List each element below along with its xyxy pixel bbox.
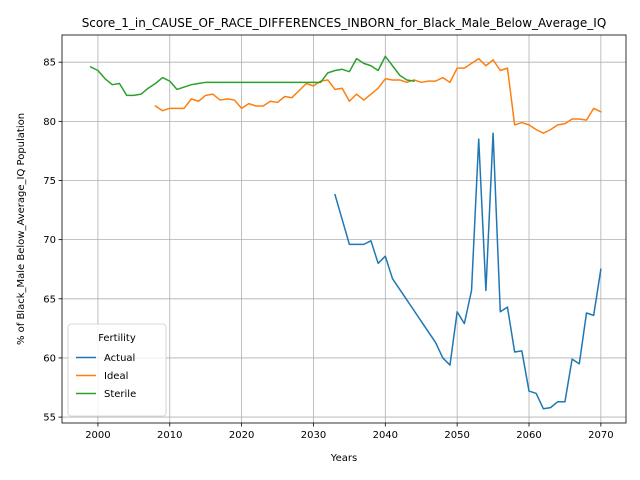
y-tick-label: 65 xyxy=(43,294,56,305)
y-tick-label: 70 xyxy=(43,235,56,246)
series-line-ideal xyxy=(154,57,602,134)
series-line-sterile xyxy=(89,55,415,97)
x-tick-label: 2060 xyxy=(516,430,541,441)
legend-label-actual: Actual xyxy=(104,353,135,364)
plot-frame xyxy=(61,34,627,424)
chart-title: Score_1_in_CAUSE_OF_RACE_DIFFERENCES_INB… xyxy=(82,16,607,30)
x-tick-label: 2070 xyxy=(588,430,613,441)
y-tick-label: 80 xyxy=(43,117,56,128)
series-line-actual xyxy=(334,132,602,410)
series-layer xyxy=(89,55,602,410)
legend-items: Actual Ideal Sterile xyxy=(76,353,136,400)
legend-label-ideal: Ideal xyxy=(104,371,128,382)
y-tick-label: 55 xyxy=(43,413,56,424)
legend-label-sterile: Sterile xyxy=(104,389,136,400)
legend-title: Fertility xyxy=(98,333,136,344)
y-tick-label: 60 xyxy=(43,353,56,364)
y-axis-label: % of Black_Male Below_Average_IQ Populat… xyxy=(16,113,27,345)
x-tick-label: 2020 xyxy=(229,430,254,441)
x-tick-label: 2030 xyxy=(301,430,326,441)
x-axis-label: Years xyxy=(330,453,357,464)
grid xyxy=(62,35,626,423)
x-tick-label: 2000 xyxy=(85,430,110,441)
y-tick-label: 75 xyxy=(43,176,56,187)
x-tick-label: 2010 xyxy=(157,430,182,441)
legend: Fertility Actual Ideal Sterile xyxy=(67,323,167,417)
y-tick-label: 85 xyxy=(43,58,56,69)
x-tick-label: 2040 xyxy=(373,430,398,441)
axis-ticks: 2000 2010 2020 2030 2040 2050 2060 2070 55 60 65 70… xyxy=(43,58,613,441)
x-tick-label: 2050 xyxy=(444,430,469,441)
